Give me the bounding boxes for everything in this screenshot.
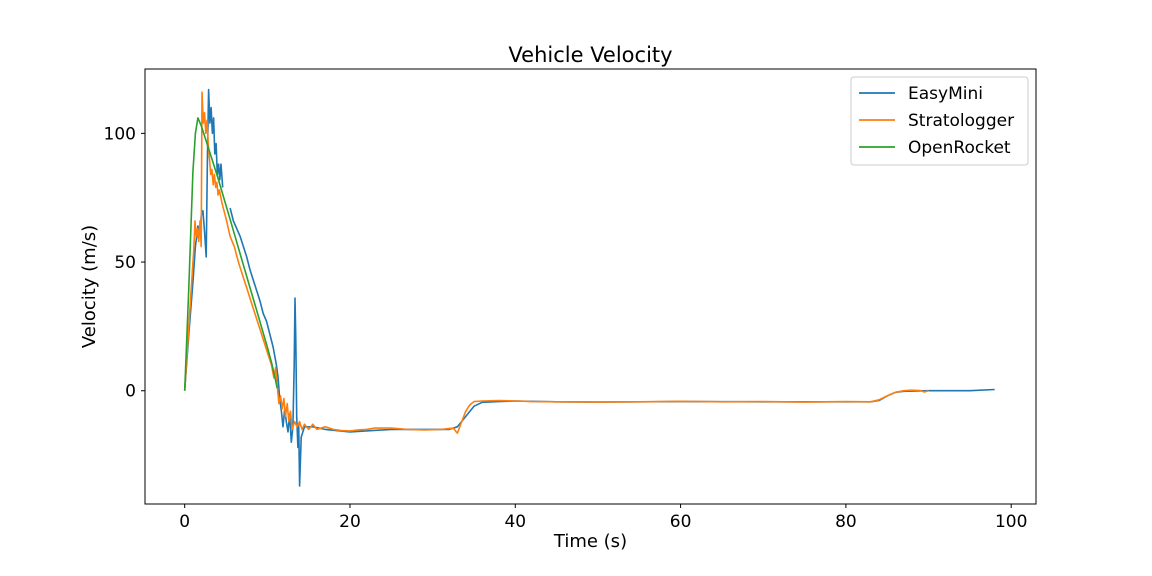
legend: EasyMini Stratologger OpenRocket — [850, 76, 1029, 166]
legend-label: OpenRocket — [908, 138, 1011, 158]
legend-label: Stratologger — [908, 111, 1014, 131]
plot-area — [183, 88, 995, 487]
x-tick-label: 20 — [339, 512, 361, 532]
x-tick-label: 100 — [995, 512, 1027, 532]
series-line-openrocket — [183, 117, 278, 391]
legend-box — [850, 76, 1029, 166]
y-axis: 0 50 100 — [104, 124, 145, 402]
plot-frame — [144, 68, 1037, 505]
x-tick-label: 80 — [835, 512, 857, 532]
y-tick-label: 50 — [114, 253, 136, 273]
x-tick-label: 0 — [179, 512, 190, 532]
y-tick-label: 0 — [125, 382, 136, 402]
legend-label: EasyMini — [908, 84, 983, 104]
x-tick-label: 60 — [670, 512, 692, 532]
x-tick-label: 40 — [504, 512, 526, 532]
series-line-stratologger — [183, 91, 929, 434]
y-axis-label: Velocity (m/s) — [79, 225, 100, 348]
x-axis-label: Time (s) — [553, 531, 627, 552]
x-axis: 0 20 40 60 80 100 — [179, 504, 1027, 532]
y-tick-label: 100 — [104, 124, 136, 144]
chart-title: Vehicle Velocity — [508, 43, 672, 67]
